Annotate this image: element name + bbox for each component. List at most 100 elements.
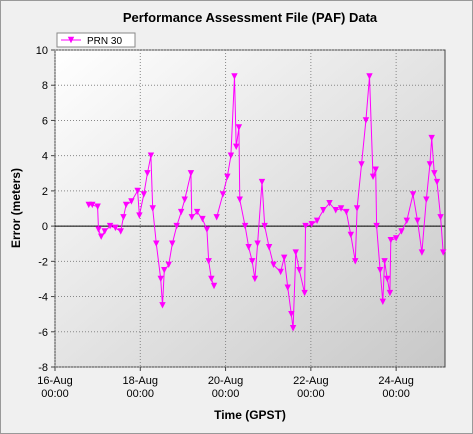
data-point xyxy=(95,226,102,233)
data-point xyxy=(101,228,108,235)
data-point xyxy=(403,217,410,225)
data-point xyxy=(249,258,256,265)
y-tick-label: 10 xyxy=(36,45,48,57)
x-tick-label: 20-Aug 00:00 xyxy=(208,375,243,400)
data-point xyxy=(89,201,96,209)
data-point xyxy=(193,208,201,216)
x-tick-label: 18-Aug 00:00 xyxy=(123,375,158,400)
data-point xyxy=(433,178,441,186)
data-point xyxy=(337,205,345,212)
data-point xyxy=(97,233,105,240)
data-point xyxy=(213,214,220,221)
data-point xyxy=(236,196,243,203)
data-point xyxy=(308,221,315,228)
data-point xyxy=(358,161,365,168)
data-point xyxy=(437,214,444,221)
x-tick-label: 22-Aug 00:00 xyxy=(293,375,328,400)
data-point xyxy=(284,284,291,291)
data-point xyxy=(188,214,196,221)
data-point xyxy=(373,222,380,230)
y-tick-label: -2 xyxy=(38,256,48,268)
data-point xyxy=(173,222,180,230)
legend-box xyxy=(56,32,136,48)
data-point xyxy=(203,226,211,233)
data-point xyxy=(440,249,447,256)
data-point xyxy=(313,217,321,225)
data-point xyxy=(219,191,227,198)
data-point xyxy=(301,289,308,297)
data-point xyxy=(231,73,238,80)
data-point xyxy=(343,208,350,216)
data-point xyxy=(210,282,218,290)
data-point xyxy=(414,217,421,225)
data-point xyxy=(106,222,114,230)
data-point xyxy=(208,275,215,283)
data-point xyxy=(381,258,388,265)
chart-title: Performance Assessment File (PAF) Data xyxy=(123,10,378,25)
data-point xyxy=(153,240,160,247)
data-point xyxy=(296,266,303,274)
data-point xyxy=(281,254,288,262)
data-point xyxy=(254,240,261,247)
data-point xyxy=(128,198,135,205)
y-tick-label: 8 xyxy=(42,80,48,92)
data-point xyxy=(224,173,231,180)
data-point xyxy=(140,191,148,198)
y-tick-label: 6 xyxy=(42,115,48,127)
data-point xyxy=(134,187,141,195)
data-point xyxy=(372,166,379,173)
data-point xyxy=(289,325,297,332)
data-point xyxy=(265,244,273,251)
data-point xyxy=(347,231,355,239)
data-point xyxy=(302,222,309,230)
data-point xyxy=(147,152,155,159)
data-point xyxy=(235,124,243,131)
data-point xyxy=(418,249,426,256)
data-point xyxy=(241,222,249,230)
data-point xyxy=(332,207,339,214)
data-point xyxy=(277,268,284,276)
y-axis-label: Error (meters) xyxy=(9,168,23,248)
plot-area xyxy=(54,49,446,368)
data-point xyxy=(352,258,359,265)
data-point xyxy=(409,191,417,198)
data-point xyxy=(157,275,164,283)
data-point xyxy=(288,310,295,318)
data-point xyxy=(227,152,235,159)
data-point xyxy=(326,200,333,207)
data-point xyxy=(177,208,185,216)
x-tick-label: 24-Aug 00:00 xyxy=(378,375,413,400)
data-point xyxy=(426,161,434,168)
data-point xyxy=(386,289,394,297)
data-point xyxy=(161,266,168,274)
data-point xyxy=(261,222,268,230)
data-point xyxy=(136,212,143,219)
data-point xyxy=(387,237,395,244)
data-point xyxy=(205,258,212,265)
data-point xyxy=(159,302,166,309)
data-point xyxy=(149,205,156,212)
data-point xyxy=(199,215,206,223)
data-point xyxy=(423,196,430,203)
data-point xyxy=(169,240,176,247)
data-point xyxy=(292,249,299,256)
data-point xyxy=(431,170,438,177)
data-point xyxy=(379,298,387,306)
data-point xyxy=(112,224,119,232)
data-point xyxy=(320,207,327,214)
data-point xyxy=(117,228,124,235)
y-tick-label: -6 xyxy=(38,327,48,339)
y-tick-label: -8 xyxy=(38,362,48,374)
data-point xyxy=(94,203,101,210)
data-point xyxy=(353,205,361,212)
y-tick-label: 2 xyxy=(42,186,48,198)
data-point xyxy=(251,275,259,283)
y-tick-label: -4 xyxy=(38,292,48,304)
y-tick-label: 0 xyxy=(42,221,48,233)
data-point xyxy=(376,266,384,274)
x-tick-label: 16-Aug 00:00 xyxy=(37,375,72,400)
data-point xyxy=(392,235,400,242)
data-point xyxy=(187,170,195,177)
data-point xyxy=(233,143,240,151)
